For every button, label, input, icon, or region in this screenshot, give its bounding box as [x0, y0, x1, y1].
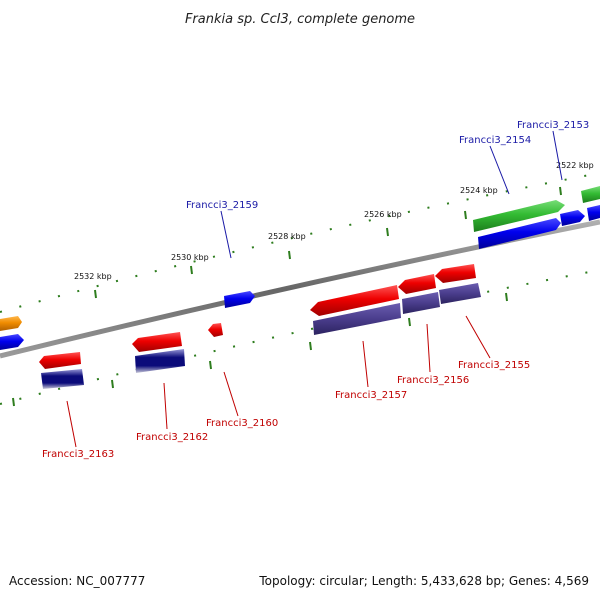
inner-tick-track — [0, 269, 600, 405]
gene-arrow[interactable] — [310, 285, 399, 316]
gene-arrow[interactable] — [398, 274, 436, 294]
scale-label: 2532 kbp — [74, 272, 112, 281]
label-leaders — [66, 130, 563, 448]
gene-arrow[interactable] — [473, 200, 565, 232]
gene-arrow[interactable] — [132, 332, 182, 352]
gene-arrow[interactable] — [478, 218, 561, 249]
gene-label-reverse[interactable]: Francci3_2162 — [136, 432, 208, 443]
major-ticks — [12, 186, 562, 407]
reverse-genes — [39, 264, 481, 389]
gene-label-reverse[interactable]: Francci3_2160 — [206, 418, 278, 429]
genome-summary-text: Topology: circular; Length: 5,433,628 bp… — [259, 574, 589, 588]
forward-genes — [0, 186, 600, 350]
gene-arrow[interactable] — [402, 292, 440, 314]
gene-arrow[interactable] — [208, 323, 223, 337]
gene-label-forward[interactable]: Francci3_2153 — [517, 120, 589, 131]
gene-arrow[interactable] — [313, 303, 401, 335]
gene-arrow[interactable] — [0, 316, 22, 331]
gene-label-forward[interactable]: Francci3_2159 — [186, 200, 258, 211]
accession-text: Accession: NC_007777 — [9, 574, 146, 588]
gene-arrow[interactable] — [435, 264, 476, 283]
map-title: Frankia sp. CcI3, complete genome — [185, 12, 415, 27]
scale-label: 2530 kbp — [171, 253, 209, 262]
gene-label-reverse[interactable]: Francci3_2157 — [335, 390, 407, 401]
gene-arrow[interactable] — [41, 369, 84, 389]
gene-arrow[interactable] — [587, 205, 600, 221]
scale-label: 2522 kbp — [556, 161, 594, 170]
gene-arrow[interactable] — [0, 334, 24, 350]
gene-label-forward[interactable]: Francci3_2154 — [459, 135, 531, 146]
gene-label-reverse[interactable]: Francci3_2163 — [42, 449, 114, 460]
gene-arrow[interactable] — [39, 352, 81, 369]
gene-arrow[interactable] — [439, 283, 481, 304]
gene-arrow[interactable] — [135, 349, 185, 373]
scale-label: 2526 kbp — [364, 210, 402, 219]
gene-label-reverse[interactable]: Francci3_2156 — [397, 375, 469, 386]
gene-label-reverse[interactable]: Francci3_2155 — [458, 360, 530, 371]
scale-label: 2524 kbp — [460, 186, 498, 195]
genome-backbone — [0, 219, 600, 359]
gene-arrow[interactable] — [224, 291, 255, 308]
gene-arrow[interactable] — [581, 186, 600, 203]
gene-arrow[interactable] — [560, 210, 585, 226]
scale-label: 2528 kbp — [268, 232, 306, 241]
